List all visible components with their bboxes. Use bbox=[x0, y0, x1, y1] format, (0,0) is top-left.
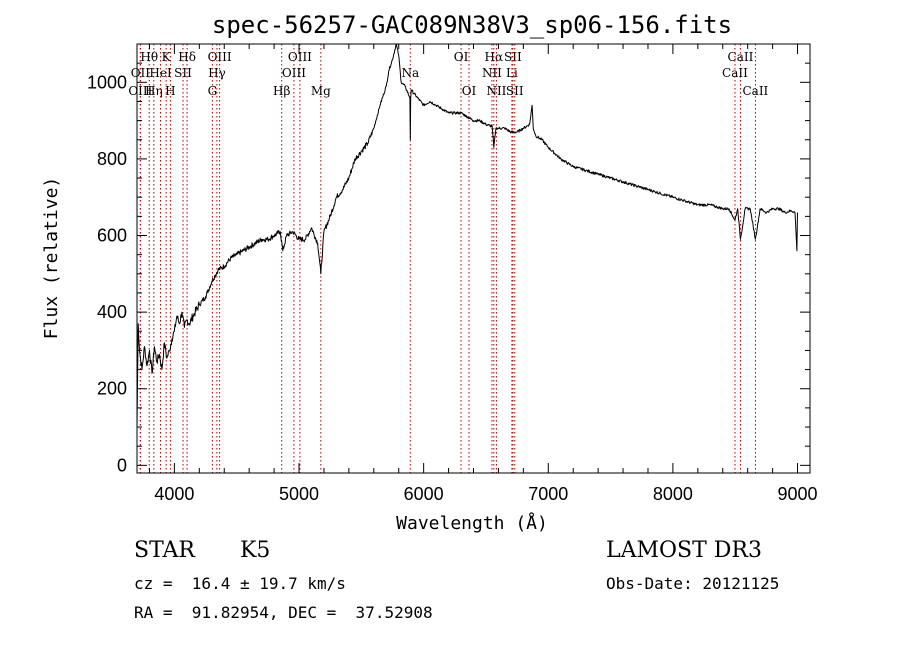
obs-date-label: Obs-Date: 20121125 bbox=[606, 574, 780, 593]
line-label-2: OIII bbox=[128, 84, 152, 98]
y-tick-label: 0 bbox=[117, 455, 127, 475]
line-label-0: Hθ bbox=[140, 50, 158, 64]
y-tick-label: 600 bbox=[97, 226, 127, 246]
line-label-12: OIII bbox=[288, 50, 312, 64]
x-tick-label: 9000 bbox=[778, 484, 818, 504]
line-label-14: Hβ bbox=[273, 84, 290, 98]
plot-frame bbox=[136, 43, 811, 474]
line-label-11: G bbox=[208, 84, 218, 98]
line-label-25: CaII bbox=[728, 50, 754, 64]
line-label-10: Hγ bbox=[208, 66, 226, 80]
x-tick-label: 4000 bbox=[154, 484, 194, 504]
survey-label: LAMOST DR3 bbox=[606, 538, 762, 563]
line-label-4: K bbox=[162, 50, 172, 64]
line-label-6: SII bbox=[174, 66, 192, 80]
y-tick-label: 800 bbox=[97, 149, 127, 169]
line-label-27: CaII bbox=[742, 84, 768, 98]
line-label-15: Mg bbox=[311, 84, 331, 98]
axis-ticks: 4000 5000 6000 7000 8000 9000 0 200 400 600 800 100… bbox=[87, 43, 818, 504]
x-tick-label: 5000 bbox=[279, 484, 319, 504]
line-label-20: SII bbox=[504, 50, 522, 64]
x-tick-label: 6000 bbox=[404, 484, 444, 504]
y-tick-label: 200 bbox=[97, 379, 127, 399]
line-label-21: NII bbox=[482, 66, 502, 80]
class-label: STAR bbox=[134, 538, 195, 563]
coordinates-label: RA = 91.82954, DEC = 37.52908 bbox=[134, 603, 433, 622]
line-label-7: H bbox=[165, 84, 175, 98]
line-label-8: Hδ bbox=[178, 50, 196, 64]
x-tick-label: 8000 bbox=[653, 484, 693, 504]
line-label-23: NII bbox=[486, 84, 506, 98]
line-label-24: SII bbox=[506, 84, 524, 98]
x-axis-label: Wavelength (Å) bbox=[396, 512, 548, 534]
spectrum-series bbox=[136, 43, 798, 428]
redshift-label: cz = 16.4 ± 19.7 km/s bbox=[134, 574, 346, 593]
line-label-17: OI bbox=[454, 50, 469, 64]
line-label-5: HeI bbox=[149, 66, 172, 80]
chart-title: spec-56257-GAC089N38V3_sp06-156.fits bbox=[212, 11, 732, 39]
spectrum-line bbox=[136, 43, 798, 428]
line-label-26: CaII bbox=[722, 66, 748, 80]
line-label-16: Na bbox=[401, 66, 419, 80]
y-axis-label: Flux (relative) bbox=[41, 177, 62, 340]
line-label-19: Hα bbox=[485, 50, 504, 64]
x-tick-label: 7000 bbox=[528, 484, 568, 504]
line-label-22: Li bbox=[506, 66, 518, 80]
subclass-label: K5 bbox=[240, 538, 271, 563]
line-label-3: Hη bbox=[145, 84, 163, 98]
y-tick-label: 1000 bbox=[87, 72, 127, 92]
line-label-18: OI bbox=[462, 84, 477, 98]
y-tick-label: 400 bbox=[97, 302, 127, 322]
line-label-9: OIII bbox=[208, 50, 232, 64]
line-label-13: OIII bbox=[282, 66, 306, 80]
